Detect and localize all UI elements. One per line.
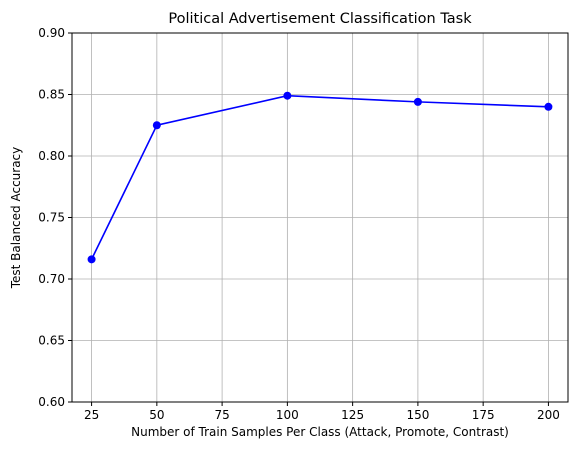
data-point [87,255,96,264]
x-tick-label: 25 [84,408,99,422]
data-point [152,121,161,130]
data-point [544,102,553,111]
y-tick-label: 0.90 [38,26,65,40]
y-tick-label: 0.85 [38,88,65,102]
data-point [283,91,292,100]
grid-lines [72,32,568,403]
y-tick-label: 0.75 [38,211,65,225]
x-tick-label: 75 [214,408,229,422]
chart-title: Political Advertisement Classification T… [168,11,472,27]
x-tick-label: 200 [537,408,560,422]
y-tick-label: 0.70 [38,272,65,286]
x-axis-label: Number of Train Samples Per Class (Attac… [131,425,509,439]
axis-ticks: 25 50 75 100 125 150 175 200 0.60 0.65 0.70 0.75 0.8… [38,26,560,422]
y-tick-label: 0.60 [38,395,65,409]
x-tick-label: 125 [341,408,364,422]
series-layer [87,91,553,264]
y-tick-label: 0.80 [38,149,65,163]
x-tick-label: 150 [406,408,429,422]
y-tick-label: 0.65 [38,334,65,348]
series-line [90,94,549,260]
data-point [413,97,422,106]
x-tick-label: 50 [149,408,164,422]
x-tick-label: 175 [472,408,495,422]
x-tick-label: 100 [276,408,299,422]
y-axis-label: Test Balanced Accuracy [9,147,23,290]
